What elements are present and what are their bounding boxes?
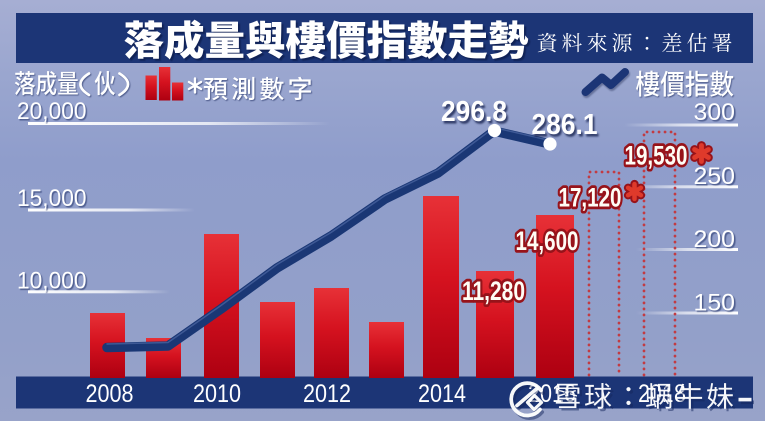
svg-text:14,600: 14,600 [516,226,579,256]
svg-text:2008: 2008 [86,380,134,408]
svg-text:286.1: 286.1 [532,109,598,141]
svg-text:20,000: 20,000 [17,98,87,125]
svg-text:300: 300 [694,99,736,126]
svg-text:17,120: 17,120 [559,183,622,213]
svg-text:150: 150 [694,290,736,317]
svg-text:250: 250 [694,163,736,190]
svg-text:11,280: 11,280 [462,276,525,306]
svg-text:10,000: 10,000 [17,268,87,295]
svg-text:296.8: 296.8 [441,96,507,128]
svg-text:200: 200 [694,226,736,253]
svg-text:2010: 2010 [193,380,241,408]
svg-text:15,000: 15,000 [17,185,87,212]
svg-text:19,530: 19,530 [625,141,688,171]
svg-text:2012: 2012 [303,380,351,408]
svg-text:2014: 2014 [418,380,466,408]
